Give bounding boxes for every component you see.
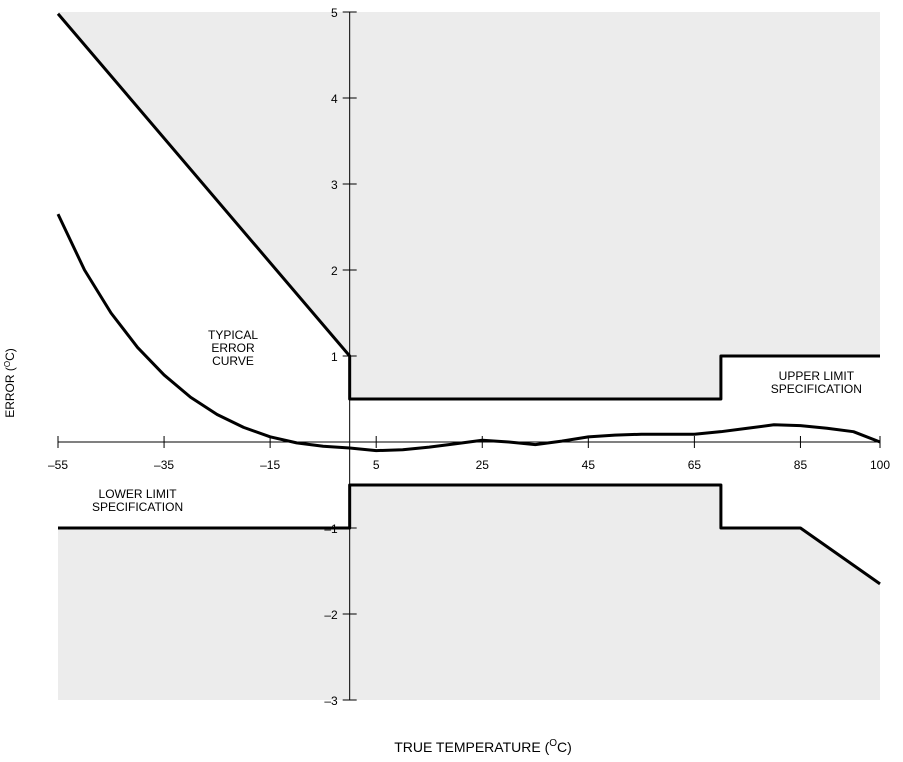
annotation-label: TYPICAL ERROR CURVE — [208, 328, 258, 368]
x-axis-title-superscript: O — [549, 738, 557, 749]
series — [56, 12, 881, 586]
typical-error-curve — [56, 213, 881, 453]
x-axis-title-suffix: C) — [557, 739, 572, 755]
x-axis-title-text: TRUE TEMPERATURE ( — [394, 739, 549, 755]
annotation-line: UPPER LIMIT — [779, 369, 855, 383]
annotation-line: SPECIFICATION — [771, 382, 862, 396]
y-tick-label: 2 — [331, 264, 338, 278]
annotation-line: CURVE — [212, 354, 254, 368]
y-tick-label: 4 — [331, 92, 338, 106]
y-axis-title-text: ERROR ( — [3, 367, 17, 418]
y-axis-title: ERROR (OC) — [3, 348, 17, 418]
annotation-line: SPECIFICATION — [92, 500, 183, 514]
y-tick-label: 5 — [331, 6, 338, 20]
x-tick-label: –35 — [154, 458, 174, 472]
annotation-line: LOWER LIMIT — [99, 487, 178, 501]
x-axis-title: TRUE TEMPERATURE (OC) — [394, 738, 572, 755]
upper-out-of-spec-region — [58, 12, 880, 399]
y-axis-title-suffix: C) — [3, 348, 17, 361]
x-tick-label: –55 — [48, 458, 68, 472]
upper-limit-line — [56, 12, 880, 401]
x-tick-label: 65 — [688, 458, 702, 472]
x-tick-label: –15 — [260, 458, 280, 472]
x-tick-label: 100 — [870, 458, 890, 472]
y-tick-label: –3 — [324, 694, 338, 708]
x-tick-label: 85 — [794, 458, 808, 472]
y-tick-label: –2 — [324, 608, 338, 622]
lower-limit-line — [58, 483, 881, 586]
lower-out-of-spec-region — [58, 485, 880, 700]
annotation-line: TYPICAL — [208, 328, 258, 342]
specification-shading — [58, 12, 880, 700]
annotation-label: LOWER LIMIT SPECIFICATION — [92, 487, 183, 514]
y-tick-label: 1 — [331, 350, 338, 364]
annotation-line: ERROR — [211, 341, 255, 355]
x-tick-label: 5 — [373, 458, 380, 472]
y-axis-title-superscript: O — [3, 361, 12, 367]
x-tick-label: 25 — [476, 458, 490, 472]
y-tick-label: 3 — [331, 178, 338, 192]
annotation-label: UPPER LIMIT SPECIFICATION — [771, 369, 862, 396]
x-tick-label: 45 — [582, 458, 596, 472]
